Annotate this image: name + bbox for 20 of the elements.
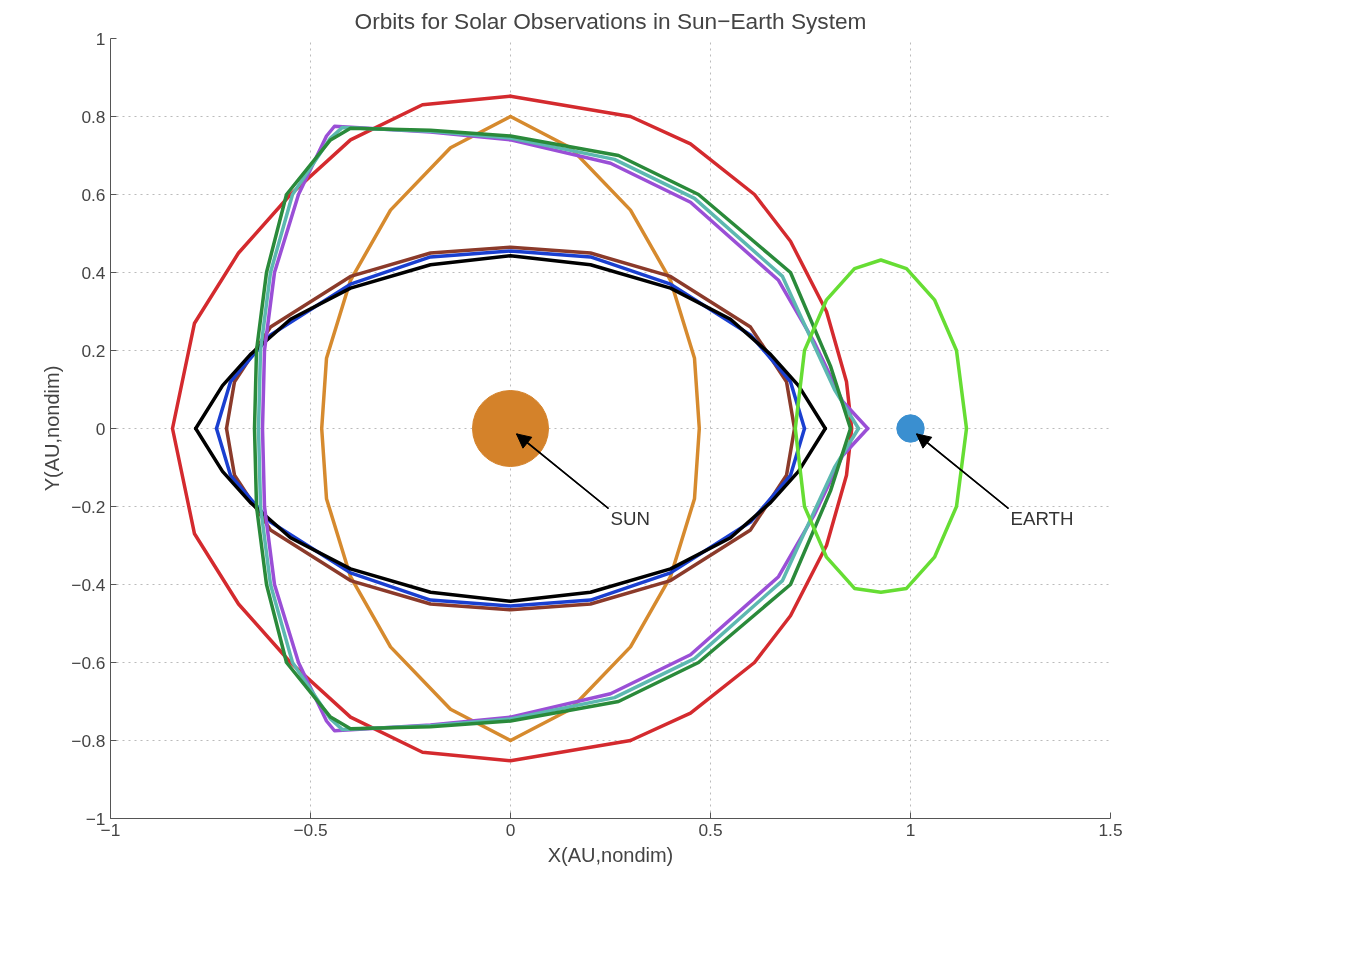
x-tick-label: 0 xyxy=(505,819,516,840)
y-tick-label: −0.4 xyxy=(71,574,106,595)
annotation: SUN xyxy=(610,508,650,529)
annotation: EARTH xyxy=(1010,508,1074,529)
chart-title: Orbits for Solar Observations in Sun−Earth System xyxy=(354,7,867,34)
y-tick-label: 0 xyxy=(95,418,106,439)
x-tick-label: 1 xyxy=(905,819,916,840)
y-tick-label: 0.2 xyxy=(81,340,106,361)
y-tick-label: 1 xyxy=(95,28,106,49)
y-axis-title: Y(AU,nondim) xyxy=(41,365,64,492)
x-tick-label: 1.5 xyxy=(1098,819,1123,840)
x-axis-title: X(AU,nondim) xyxy=(547,843,674,866)
y-tick-label: −0.6 xyxy=(71,652,106,673)
x-tick-label: 0.5 xyxy=(698,819,723,840)
y-tick-label: −0.2 xyxy=(71,496,106,517)
y-tick-label: 0.4 xyxy=(81,262,106,283)
y-tick-label: 0.6 xyxy=(81,184,106,205)
y-tick-label: −0.8 xyxy=(71,730,106,751)
y-tick-label: 0.8 xyxy=(81,106,106,127)
x-tick-label: −0.5 xyxy=(293,819,328,840)
